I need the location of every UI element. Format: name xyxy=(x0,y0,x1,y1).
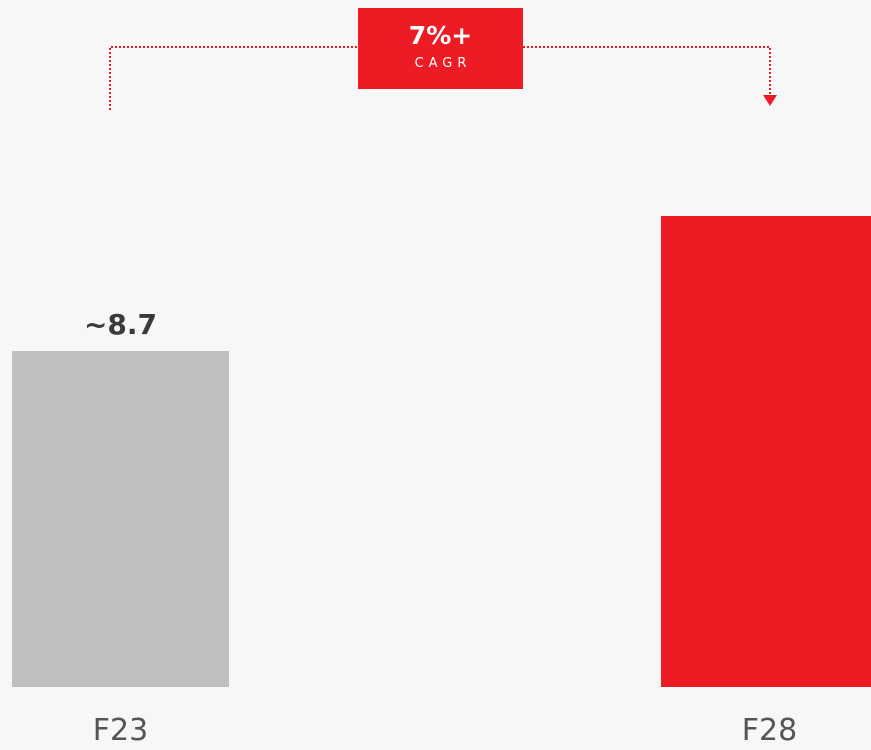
bar-value-label-f23: ~8.7 xyxy=(83,308,158,341)
category-label-f23: F23 xyxy=(92,713,149,748)
bar-f23 xyxy=(12,351,229,687)
cagr-badge: 7%+ CAGR xyxy=(358,8,523,89)
cagr-label: CAGR xyxy=(414,56,472,71)
bar-f28 xyxy=(661,215,871,687)
cagr-connector-right-line xyxy=(523,46,771,96)
cagr-connector-left-line xyxy=(109,46,358,110)
cagr-arrowhead-icon xyxy=(763,95,777,106)
category-label-f28: F28 xyxy=(741,713,798,748)
cagr-value: 7%+ xyxy=(408,21,473,50)
